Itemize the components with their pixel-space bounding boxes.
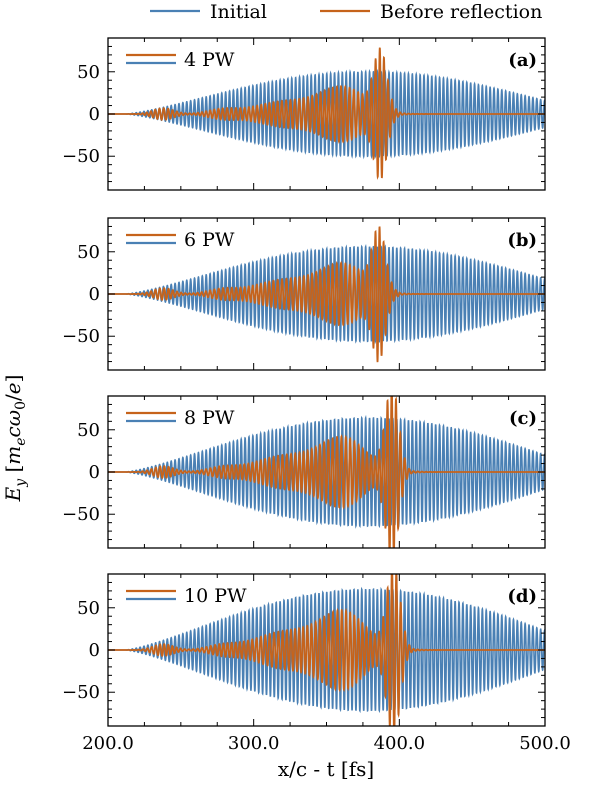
y-tick-label: 50 — [77, 420, 100, 441]
y-tick-label: 50 — [77, 242, 100, 263]
reflected-series-line — [108, 574, 545, 726]
x-tick-label: 300.0 — [228, 733, 280, 754]
y-tick-label: −50 — [62, 504, 100, 525]
plot-area — [108, 574, 545, 726]
initial-series-line — [108, 243, 545, 345]
panel-legend: 8 PW — [126, 407, 235, 429]
y-tick-label: 0 — [89, 284, 100, 305]
y-axis-label: Ey [mecω0/e] — [1, 375, 29, 503]
panel-tag: (b) — [507, 230, 537, 251]
panel-tag: (d) — [507, 586, 537, 607]
panel-3: −50 0 50 (c) 8 PW — [62, 395, 546, 549]
initial-series-line — [108, 68, 545, 160]
legend-power-label: 10 PW — [184, 585, 247, 607]
plot-area — [108, 226, 545, 363]
y-tick-label: 0 — [89, 462, 100, 483]
plot-area — [108, 396, 545, 548]
legend-power-label: 8 PW — [184, 407, 235, 429]
reflected-series-line — [108, 226, 545, 363]
x-tick-label: 200.0 — [82, 733, 134, 754]
x-tick-label: 500.0 — [519, 733, 571, 754]
top-legend-reflected-label: Before reflection — [380, 1, 542, 23]
panel-tag: (c) — [509, 408, 537, 429]
panel-legend: 6 PW — [126, 229, 235, 251]
panel-2: −50 0 50 (b) 6 PW — [62, 217, 546, 371]
reflected-series-line — [108, 47, 545, 180]
y-tick-label: 0 — [89, 104, 100, 125]
top-legend: Initial Before reflection — [150, 1, 542, 23]
legend-power-label: 4 PW — [184, 49, 235, 71]
y-tick-label: −50 — [62, 326, 100, 347]
top-legend-initial-label: Initial — [210, 1, 267, 23]
plot-area — [108, 47, 545, 180]
y-tick-label: 50 — [77, 598, 100, 619]
y-tick-label: −50 — [62, 682, 100, 703]
panel-legend: 4 PW — [126, 49, 235, 71]
initial-series-line — [108, 586, 545, 714]
y-tick-label: 50 — [77, 62, 100, 83]
legend-power-label: 6 PW — [184, 229, 235, 251]
panel-tag: (a) — [508, 50, 537, 71]
y-tick-label: 0 — [89, 640, 100, 661]
initial-series-line — [108, 414, 545, 529]
x-axis-label: x/c - t [fs] — [278, 757, 374, 781]
panel-4: −50 0 50 200.0 300.0 400.0 500.0 (d) 10 PW — [62, 573, 571, 754]
y-tick-label: −50 — [62, 146, 100, 167]
reflected-series-line — [108, 396, 545, 548]
panel-legend: 10 PW — [126, 585, 247, 607]
panel-1: −50 0 50 (a) 4 PW — [62, 37, 546, 191]
x-tick-label: 400.0 — [374, 733, 426, 754]
